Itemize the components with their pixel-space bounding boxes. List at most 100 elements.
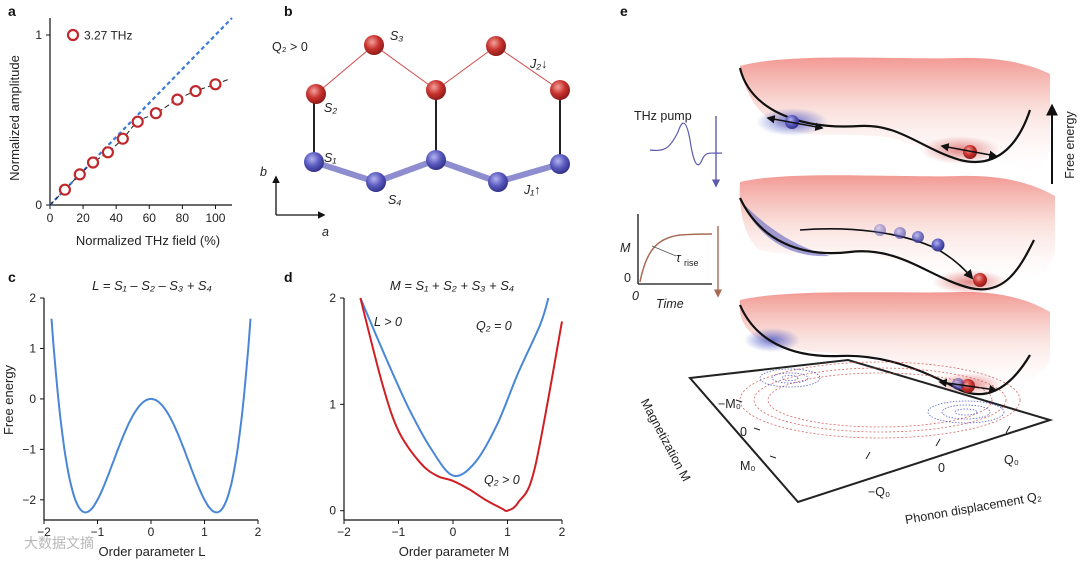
- s2-label: S₂: [324, 101, 337, 115]
- panel-a-data-point: [58, 183, 71, 196]
- atom-s1: [304, 152, 324, 172]
- panel-a-x-tick-label: 40: [110, 211, 124, 225]
- panel-a-x-tick-label: 100: [205, 211, 225, 225]
- panel-c-x-label: Order parameter L: [99, 544, 206, 559]
- axis-b-label: b: [260, 165, 267, 179]
- atom-red: [550, 80, 570, 100]
- atom-blue: [488, 172, 508, 192]
- panel-d-x-tick-label: −1: [392, 525, 406, 539]
- inset-zero-y: 0: [624, 271, 631, 285]
- panel-a-data-point: [209, 78, 222, 91]
- atom-red: [426, 80, 446, 100]
- panel-a-data-point: [171, 93, 184, 106]
- s3-label: S₃: [390, 29, 403, 43]
- panel-a-x-label: Normalized THz field (%): [76, 233, 220, 248]
- red-bonds: [315, 44, 561, 95]
- tick-neg-m0: −M₀: [718, 397, 741, 411]
- energy-surface-middle: [739, 175, 1055, 294]
- atom-blue: [426, 150, 446, 170]
- energy-surface-bottom: [738, 291, 1050, 396]
- panel-c-series-line: [50, 318, 252, 514]
- pump-waveform: [649, 122, 723, 166]
- panel-a-x-tick-label: 60: [143, 211, 157, 225]
- panel-c-y-tick-label: 0: [29, 392, 36, 406]
- blue-bonds: [311, 157, 563, 185]
- tick-zero-q: 0: [938, 461, 945, 475]
- panel-d-title: M = S₁ + S₂ + S₃ + S₄: [390, 278, 514, 293]
- atom-red: [486, 36, 506, 56]
- vertical-bonds: [313, 94, 561, 158]
- panel-d-series-q2-positive: [359, 297, 563, 513]
- tick-m0: M₀: [740, 459, 756, 473]
- magnetization-axis-label: Magnetization M: [638, 396, 693, 484]
- free-energy-label: Free energy: [1063, 111, 1077, 179]
- panel-a-sublinear-fit: [49, 78, 229, 206]
- j2-label: J₂↓: [529, 57, 547, 71]
- panel-b-label: b: [284, 3, 293, 19]
- panel-a-data-point: [101, 146, 115, 159]
- annotation-l-positive: L > 0: [374, 315, 402, 329]
- panel-c-x-tick-label: −1: [91, 525, 105, 539]
- pump-label: THz pump: [634, 109, 692, 123]
- phonon-axis-label: Phonon displacement Q₂: [904, 489, 1043, 527]
- panel-c-y-tick-label: 2: [29, 291, 36, 305]
- panel-c-axes: −2 −1 0 1 2 −2 −1 0 1 2: [22, 291, 261, 539]
- panel-d-x-tick-label: −2: [337, 525, 351, 539]
- panel-d-y-tick-label: 0: [329, 504, 336, 518]
- panel-d-x-label: Order parameter M: [399, 544, 510, 559]
- panel-a-x-tick-label: 20: [76, 211, 90, 225]
- s4-label: S₄: [388, 193, 401, 207]
- panel-c-y-tick-label: −2: [22, 493, 36, 507]
- energy-surface-top: [738, 57, 1050, 173]
- panel-d-x-tick-label: 0: [450, 525, 457, 539]
- lattice-axes: [272, 175, 326, 219]
- panel-a-x-tick-label: 0: [47, 211, 54, 225]
- atom-s2: [306, 84, 326, 104]
- panel-a-data-point: [131, 115, 144, 128]
- panel-a-data-point: [116, 132, 129, 145]
- panel-c: c L = S₁ – S₂ – S₃ + S₄ −2 −1 0 1 2 −2 −1 0 1 2 O…: [1, 269, 262, 559]
- axis-a-label: a: [322, 225, 329, 239]
- legend-label: 3.27 THz: [84, 29, 132, 43]
- panel-d: d M = S₁ + S₂ + S₃ + S₄ −2 −1 0 1 2 0 1 2 L > 0…: [284, 269, 566, 559]
- panel-a-y-label: Normalized amplitude: [7, 55, 22, 181]
- panel-a-data-point: [189, 84, 202, 98]
- contour-base-plane: [687, 358, 1054, 504]
- panel-c-x-tick-label: 1: [201, 525, 208, 539]
- legend-marker: [66, 28, 80, 42]
- panel-c-x-tick-label: −2: [37, 525, 51, 539]
- panel-d-label: d: [284, 269, 293, 285]
- atom-s3: [364, 35, 384, 55]
- panel-a-data-point: [149, 107, 162, 120]
- annotation-q2-zero: Q₂ = 0: [476, 319, 512, 333]
- inset-time-label: Time: [656, 297, 684, 311]
- watermark: 大数据文摘: [24, 535, 94, 551]
- panel-e: e: [620, 3, 1077, 527]
- panel-d-y-tick-label: 2: [329, 291, 336, 305]
- panel-a-label: a: [8, 3, 16, 19]
- panel-a-data-point: [86, 156, 100, 169]
- tick-zero-m: 0: [740, 425, 747, 439]
- panel-a-x-tick-label: 80: [176, 211, 190, 225]
- j1-label: J₁↑: [523, 183, 540, 197]
- inset-zero-x: 0: [632, 289, 639, 303]
- tick-q0: Q₀: [1004, 453, 1019, 467]
- panel-c-x-tick-label: 2: [255, 525, 262, 539]
- atom-blue: [550, 154, 570, 174]
- atom-s4: [366, 172, 386, 192]
- panel-c-y-tick-label: 1: [29, 341, 36, 355]
- annotation-q2-positive: Q₂ > 0: [484, 473, 520, 487]
- panel-a-data-points: [58, 78, 222, 196]
- tick-neg-q0: −Q₀: [868, 485, 890, 499]
- panel-a-y-tick-label: 1: [35, 28, 42, 42]
- panel-a-data-point: [73, 168, 86, 181]
- panel-e-label: e: [620, 3, 628, 19]
- panel-b: b: [260, 3, 570, 239]
- panel-c-x-tick-label: 0: [148, 525, 155, 539]
- panel-d-series-q2-zero: [359, 297, 550, 478]
- inset-m-label: M: [620, 241, 631, 255]
- tau-subscript: rise: [684, 258, 699, 268]
- s1-label: S₁: [324, 151, 336, 165]
- panel-c-label: c: [8, 269, 16, 285]
